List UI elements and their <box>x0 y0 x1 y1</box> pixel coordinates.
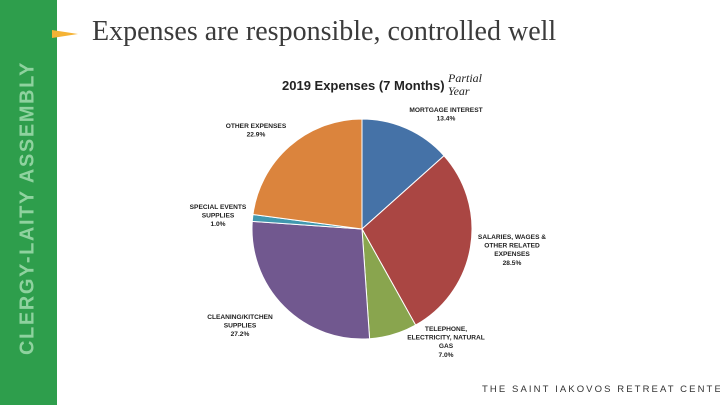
slice-name-label: SUPPLIES <box>202 213 235 220</box>
pie-slice <box>251 220 371 340</box>
slice-name-label: SPECIAL EVENTS <box>190 204 247 211</box>
chart-note-line: Partial <box>448 71 483 85</box>
slice-name-label: CLEANING/KITCHEN <box>207 314 273 321</box>
slice-name-label: TELEPHONE, <box>425 326 467 333</box>
slice-name-label: ELECTRICITY, NATURAL <box>407 335 485 342</box>
chart-title: 2019 Expenses (7 Months) <box>282 78 445 93</box>
slice-name-label: SUPPLIES <box>224 323 257 330</box>
slice-percent-label: 27.2% <box>231 331 250 338</box>
slice-name-label: MORTGAGE INTEREST <box>409 107 482 114</box>
slice-name-label: OTHER RELATED <box>484 243 540 250</box>
slice-label: SALARIES, WAGES & OTHER RELATED EXPENSES 28… <box>478 234 546 267</box>
pie-slice <box>252 118 363 230</box>
slice-label: TELEPHONE, ELECTRICITY, NATURAL GAS 7.0% <box>407 326 485 359</box>
slice-label: MORTGAGE INTEREST 13.4% <box>409 107 482 123</box>
slice-percent-label: 1.0% <box>210 221 225 228</box>
pie-slice <box>361 118 445 231</box>
slice-percent-label: 22.9% <box>247 132 266 139</box>
chart-note-line: Year <box>448 84 470 98</box>
chart-note: Partial Year <box>448 72 508 98</box>
slice-percent-label: 13.4% <box>437 116 456 123</box>
footer-text: THE SAINT IAKOVOS RETREAT CENTER <box>482 384 720 395</box>
slice-percent-label: 28.5% <box>503 260 522 267</box>
sidebar: CLERGY-LAITY ASSEMBLY <box>0 0 57 405</box>
slice-label: SPECIAL EVENTS SUPPLIES 1.0% <box>190 204 247 228</box>
slice-label: CLEANING/KITCHEN SUPPLIES 27.2% <box>207 314 273 338</box>
pie-slice <box>361 155 473 326</box>
slice-name-label: GAS <box>439 343 454 350</box>
slice-label: OTHER EXPENSES 22.9% <box>226 123 287 139</box>
title-arrow-icon <box>52 30 78 38</box>
slice-name-label: SALARIES, WAGES & <box>478 234 546 241</box>
slice-name-label: OTHER EXPENSES <box>226 123 287 130</box>
slice-percent-label: 7.0% <box>438 352 453 359</box>
slide-title: Expenses are responsible, controlled wel… <box>92 16 557 47</box>
slice-name-label: EXPENSES <box>494 251 530 258</box>
